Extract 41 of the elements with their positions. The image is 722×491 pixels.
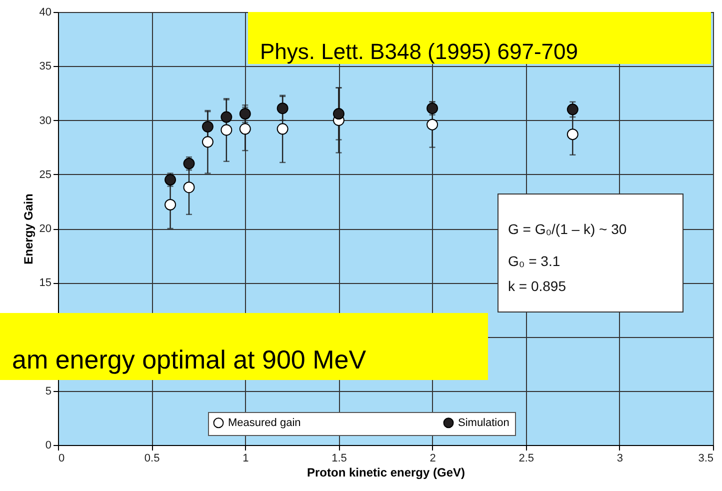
point <box>183 182 195 194</box>
x-tick-label: 1.5 <box>332 452 347 464</box>
x-tick-label: 0.5 <box>144 452 160 464</box>
x-tick-label: 3 <box>616 452 623 464</box>
point <box>202 136 214 148</box>
x-axis-title: Proton kinetic energy (GeV) <box>306 466 466 480</box>
annotation: am energy optimal at 900 MeV <box>12 344 367 374</box>
point <box>239 108 251 120</box>
y-tick-label: 15 <box>39 277 52 290</box>
y-axis-title: Energy Gain <box>21 194 36 264</box>
point <box>276 123 288 135</box>
y-tick-label: 35 <box>39 60 52 73</box>
point <box>566 104 578 116</box>
annotation: Phys. Lett. B348 (1995) 697-709 <box>260 39 578 64</box>
point <box>220 124 232 136</box>
x-tick-label: 0 <box>58 452 65 464</box>
y-tick-label: 25 <box>39 168 52 181</box>
y-tick-label: 5 <box>45 385 52 398</box>
point <box>202 121 214 132</box>
legend-label: Simulation <box>458 416 510 429</box>
annotation: G₀ = 3.1 <box>508 253 560 269</box>
legend-label: Measured gain <box>228 416 301 429</box>
x-tick-label: 3.5 <box>698 452 714 464</box>
point <box>276 102 288 114</box>
point <box>164 198 176 210</box>
point <box>220 111 232 123</box>
y-tick-label: 30 <box>39 114 52 127</box>
y-tick-label: 40 <box>39 6 52 18</box>
point <box>426 118 438 130</box>
y-tick-label: 20 <box>39 223 52 235</box>
annotation: G = G₀/(1 – k) ~ 30 <box>508 221 627 237</box>
point <box>164 174 176 186</box>
y-tick-label: 0 <box>45 440 52 452</box>
x-tick-label: 2 <box>430 452 436 464</box>
x-tick-label: 1 <box>242 452 249 464</box>
annotation: k = 0.895 <box>508 278 566 294</box>
point <box>239 123 251 135</box>
point <box>183 158 195 170</box>
point <box>566 128 578 140</box>
x-tick-label: 2.5 <box>518 452 534 464</box>
point <box>332 108 344 120</box>
